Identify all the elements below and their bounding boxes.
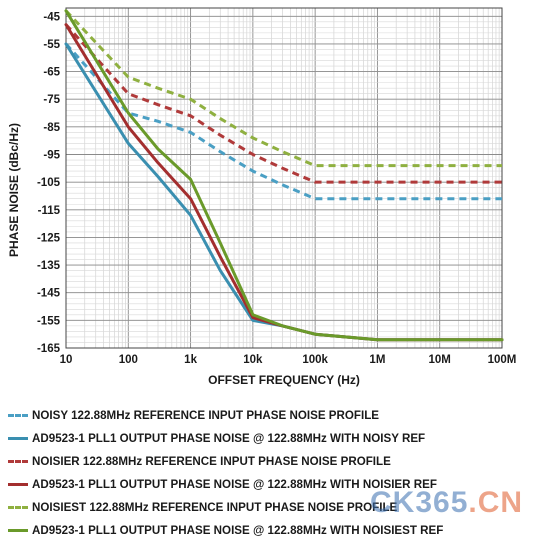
series-line-5 bbox=[64, 9, 502, 168]
legend-swatch bbox=[8, 483, 28, 486]
legend-label: AD9523-1 PLL1 OUTPUT PHASE NOISE @ 122.8… bbox=[32, 524, 444, 537]
legend-item: NOISIER 122.88MHz REFERENCE INPUT PHASE … bbox=[8, 450, 544, 473]
y-axis-label: PHASE NOISE (dBc/Hz) bbox=[4, 20, 24, 360]
y-tick-label: -95 bbox=[43, 150, 60, 162]
y-tick-label: -115 bbox=[38, 205, 61, 217]
legend-item: AD9523-1 PLL1 OUTPUT PHASE NOISE @ 122.8… bbox=[8, 519, 544, 542]
legend: NOISY 122.88MHz REFERENCE INPUT PHASE NO… bbox=[8, 404, 544, 542]
legend-swatch bbox=[8, 437, 28, 440]
y-tick-label: -105 bbox=[37, 177, 61, 189]
y-tick-label: -135 bbox=[37, 260, 61, 272]
series-line-1 bbox=[64, 42, 502, 201]
y-tick-label: -165 bbox=[37, 343, 61, 355]
legend-item: NOISY 122.88MHz REFERENCE INPUT PHASE NO… bbox=[8, 404, 544, 427]
legend-label: NOISIER 122.88MHz REFERENCE INPUT PHASE … bbox=[32, 455, 391, 468]
legend-item: AD9523-1 PLL1 OUTPUT PHASE NOISE @ 122.8… bbox=[8, 427, 544, 450]
series-line-3 bbox=[64, 23, 502, 184]
series-line-6 bbox=[64, 9, 504, 342]
x-tick-label: 100k bbox=[302, 354, 328, 366]
x-tick-label: 100 bbox=[119, 354, 138, 366]
legend-label: AD9523-1 PLL1 OUTPUT PHASE NOISE @ 122.8… bbox=[32, 478, 437, 491]
y-tick-label: -55 bbox=[43, 39, 60, 51]
x-tick-label: 1M bbox=[369, 354, 385, 366]
x-tick-label: 10k bbox=[243, 354, 263, 366]
legend-item: NOISIEST 122.88MHz REFERENCE INPUT PHASE… bbox=[8, 496, 544, 519]
x-tick-label: 10 bbox=[60, 354, 73, 366]
y-tick-label: -145 bbox=[37, 288, 61, 300]
watermark-logo: CK365.CN bbox=[370, 486, 524, 519]
legend-swatch bbox=[8, 460, 28, 463]
y-tick-label: -75 bbox=[43, 94, 60, 106]
y-tick-label: -85 bbox=[43, 122, 60, 134]
legend-item: AD9523-1 PLL1 OUTPUT PHASE NOISE @ 122.8… bbox=[8, 473, 544, 496]
y-tick-label: -45 bbox=[43, 11, 60, 23]
plot-area bbox=[66, 8, 502, 348]
y-axis-label-text: PHASE NOISE (dBc/Hz) bbox=[7, 122, 22, 258]
y-tick-label: -155 bbox=[37, 315, 61, 327]
x-tick-label: 1k bbox=[184, 354, 197, 366]
y-tick-label: -125 bbox=[37, 232, 61, 244]
legend-swatch bbox=[8, 506, 28, 509]
x-tick-label: 10M bbox=[429, 354, 451, 366]
legend-label: AD9523-1 PLL1 OUTPUT PHASE NOISE @ 122.8… bbox=[32, 432, 426, 445]
x-axis-label: OFFSET FREQUENCY (Hz) bbox=[208, 373, 360, 387]
legend-label: NOISIEST 122.88MHz REFERENCE INPUT PHASE… bbox=[32, 501, 398, 514]
y-tick-label: -65 bbox=[43, 67, 60, 79]
legend-label: NOISY 122.88MHz REFERENCE INPUT PHASE NO… bbox=[32, 409, 380, 422]
plot-frame bbox=[65, 7, 503, 349]
legend-swatch bbox=[8, 529, 28, 532]
x-tick-label: 100M bbox=[488, 354, 517, 366]
phase-noise-chart: -45 -55 -65 -75 -85 -95 -105 -115 -125 -135 -145 -1… bbox=[37, 7, 517, 366]
legend-swatch bbox=[8, 414, 28, 417]
